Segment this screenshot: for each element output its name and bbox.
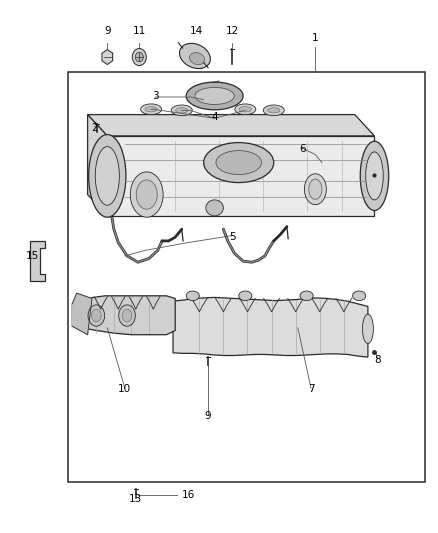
- Ellipse shape: [263, 105, 284, 116]
- Ellipse shape: [122, 309, 132, 322]
- Ellipse shape: [239, 107, 251, 112]
- Ellipse shape: [88, 305, 105, 326]
- Text: 1: 1: [312, 33, 319, 43]
- Ellipse shape: [300, 291, 313, 301]
- Ellipse shape: [360, 141, 389, 211]
- Ellipse shape: [304, 174, 326, 205]
- Text: 8: 8: [374, 355, 381, 365]
- Text: 16: 16: [182, 490, 195, 499]
- Text: 10: 10: [118, 384, 131, 394]
- Ellipse shape: [95, 147, 119, 205]
- Text: 2: 2: [91, 123, 98, 133]
- Polygon shape: [30, 241, 45, 281]
- Ellipse shape: [131, 172, 163, 217]
- Ellipse shape: [309, 179, 322, 199]
- Ellipse shape: [145, 107, 157, 112]
- Text: 15: 15: [25, 251, 39, 261]
- Polygon shape: [72, 293, 92, 335]
- Polygon shape: [88, 115, 107, 216]
- Ellipse shape: [235, 104, 256, 115]
- Ellipse shape: [216, 150, 261, 175]
- Text: 11: 11: [133, 26, 146, 36]
- Ellipse shape: [119, 305, 135, 326]
- Circle shape: [135, 52, 143, 62]
- Text: 6: 6: [299, 144, 306, 154]
- Ellipse shape: [88, 135, 126, 217]
- Ellipse shape: [362, 314, 373, 344]
- Text: 13: 13: [129, 494, 142, 504]
- Ellipse shape: [176, 108, 188, 113]
- Text: 5: 5: [229, 232, 236, 242]
- Ellipse shape: [204, 142, 274, 182]
- Ellipse shape: [195, 87, 234, 104]
- Text: 12: 12: [226, 26, 239, 36]
- Text: 3: 3: [152, 91, 159, 101]
- Ellipse shape: [353, 291, 366, 301]
- Ellipse shape: [141, 104, 162, 115]
- Ellipse shape: [180, 43, 210, 69]
- Ellipse shape: [206, 200, 223, 216]
- Text: 7: 7: [307, 384, 314, 394]
- Polygon shape: [88, 115, 374, 136]
- Ellipse shape: [239, 291, 252, 301]
- Bar: [68, 72, 425, 482]
- Ellipse shape: [186, 291, 199, 301]
- Polygon shape: [102, 50, 113, 64]
- Ellipse shape: [171, 105, 192, 116]
- Polygon shape: [72, 296, 175, 335]
- Polygon shape: [107, 136, 374, 216]
- Ellipse shape: [186, 82, 243, 110]
- Text: 9: 9: [104, 26, 111, 36]
- Text: 14: 14: [190, 26, 203, 36]
- Polygon shape: [173, 297, 368, 357]
- Ellipse shape: [190, 53, 205, 64]
- Polygon shape: [88, 115, 355, 195]
- Circle shape: [132, 49, 146, 66]
- Ellipse shape: [92, 309, 101, 322]
- Text: 9: 9: [205, 411, 212, 421]
- Ellipse shape: [268, 108, 280, 113]
- Text: 4: 4: [211, 112, 218, 122]
- Ellipse shape: [366, 152, 383, 200]
- Ellipse shape: [136, 180, 157, 209]
